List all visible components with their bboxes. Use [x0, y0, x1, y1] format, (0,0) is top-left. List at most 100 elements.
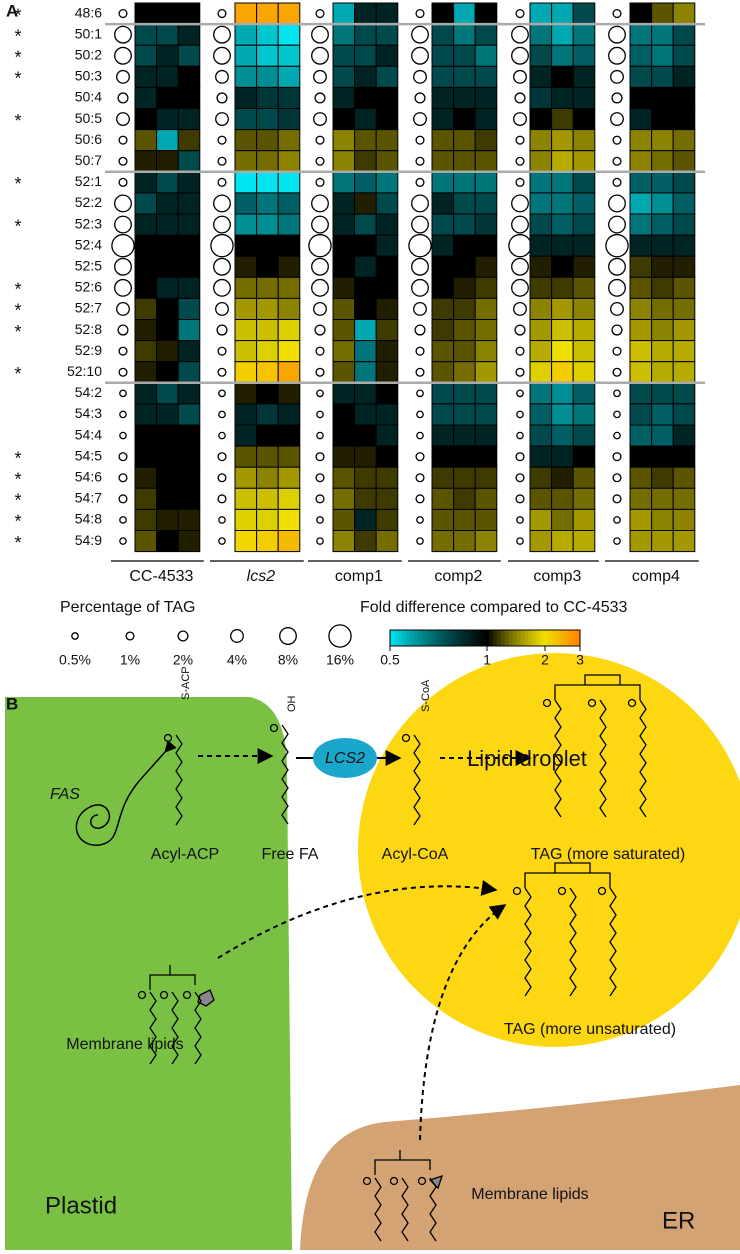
node-label: Free FA — [262, 846, 319, 863]
heat-cell — [156, 487, 179, 510]
heat-cell — [332, 171, 356, 194]
heat-cell — [375, 171, 399, 194]
tag-circle — [119, 389, 127, 398]
colorbar-step — [465, 630, 470, 646]
heat-cell — [332, 276, 356, 299]
legend-circle — [177, 630, 189, 642]
colorbar-step — [453, 630, 458, 646]
tag-circle — [610, 69, 624, 84]
heat-cell — [375, 403, 399, 426]
heat-cell — [156, 297, 179, 320]
heat-cell — [572, 171, 596, 194]
heat-cell — [529, 530, 553, 553]
significance: * — [14, 364, 21, 384]
colorbar-step — [397, 630, 403, 646]
heat-cell — [177, 171, 201, 194]
heat-cell — [672, 319, 696, 342]
tag-circle — [217, 177, 227, 187]
heat-cell — [431, 276, 455, 299]
tag-circle — [215, 112, 229, 127]
heat-cell — [672, 23, 696, 46]
heat-cell — [234, 319, 258, 342]
heat-cell — [332, 340, 356, 363]
tag-circle — [611, 92, 623, 104]
heat-cell — [277, 44, 301, 67]
heat-cell — [651, 530, 674, 553]
heat-cell — [354, 129, 377, 152]
heat-cell — [156, 171, 179, 194]
tag-circle — [613, 389, 621, 398]
heat-cell — [551, 150, 574, 173]
heat-cell — [234, 530, 258, 553]
heat-cell — [474, 129, 498, 152]
row-label: 54:3 — [75, 405, 102, 421]
heat-cell — [672, 255, 696, 278]
row-label: 50:2 — [75, 46, 102, 62]
heat-cell — [375, 276, 399, 299]
heat-cell — [474, 382, 498, 405]
heat-cell — [332, 192, 356, 215]
tag-circle — [114, 25, 132, 44]
heat-cell — [629, 2, 653, 25]
heat-cell — [277, 129, 301, 152]
row-label: 52:2 — [75, 194, 102, 210]
tag-circle — [508, 233, 532, 258]
heat-cell — [354, 86, 377, 110]
heat-cell — [572, 255, 596, 278]
heat-cell — [551, 44, 574, 67]
heat-cell — [572, 150, 596, 173]
heat-cell — [474, 340, 498, 363]
tag-circle — [213, 257, 231, 276]
heat-cell — [672, 44, 696, 67]
heat-cell — [177, 23, 201, 46]
colorbar-step — [481, 630, 486, 646]
tag-circle — [516, 537, 524, 545]
row-label: 54:5 — [75, 447, 102, 463]
row-label: 52:1 — [75, 173, 102, 189]
tag-circle — [311, 194, 329, 213]
heat-cell — [431, 108, 455, 131]
heat-cell — [332, 150, 356, 173]
tag-circle — [511, 215, 529, 234]
heat-cell — [672, 508, 696, 531]
tag-circle — [413, 112, 427, 127]
heat-cell — [256, 445, 279, 468]
tag-circle — [315, 494, 325, 504]
heat-cell — [629, 445, 653, 468]
heat-cell — [256, 466, 279, 489]
heat-cell — [572, 297, 596, 320]
tag-circle — [515, 473, 525, 483]
row-label: 50:7 — [75, 152, 102, 168]
heat-cell — [256, 44, 279, 67]
tag-circle — [311, 25, 329, 44]
heat-cell — [256, 65, 279, 88]
carbonyl — [542, 698, 552, 708]
heat-cell — [431, 213, 455, 236]
heat-cell — [651, 65, 674, 88]
heat-cell — [453, 508, 476, 531]
tag-circle — [218, 410, 226, 419]
heat-cell — [474, 255, 498, 278]
compartment-label: ER — [662, 1207, 695, 1234]
node-label: TAG (more saturated) — [531, 846, 685, 863]
heat-cell — [629, 276, 653, 299]
colorbar-step — [409, 630, 415, 646]
heat-cell — [277, 2, 301, 25]
carbonyl — [627, 698, 637, 708]
heat-cell — [431, 23, 455, 46]
legend-label: 0.5% — [59, 652, 91, 668]
heat-cell — [256, 487, 279, 510]
heat-cell — [177, 192, 201, 215]
heat-cell — [256, 530, 279, 553]
heat-cell — [529, 487, 553, 510]
tag-circle — [210, 233, 234, 258]
legend-label: 1% — [120, 652, 140, 668]
heat-cell — [453, 361, 476, 384]
heat-cell — [551, 466, 574, 489]
heat-cell — [277, 234, 301, 257]
tag-circle — [111, 233, 135, 258]
heat-cell — [672, 424, 696, 447]
significance: * — [14, 216, 21, 236]
heat-cell — [651, 319, 674, 342]
